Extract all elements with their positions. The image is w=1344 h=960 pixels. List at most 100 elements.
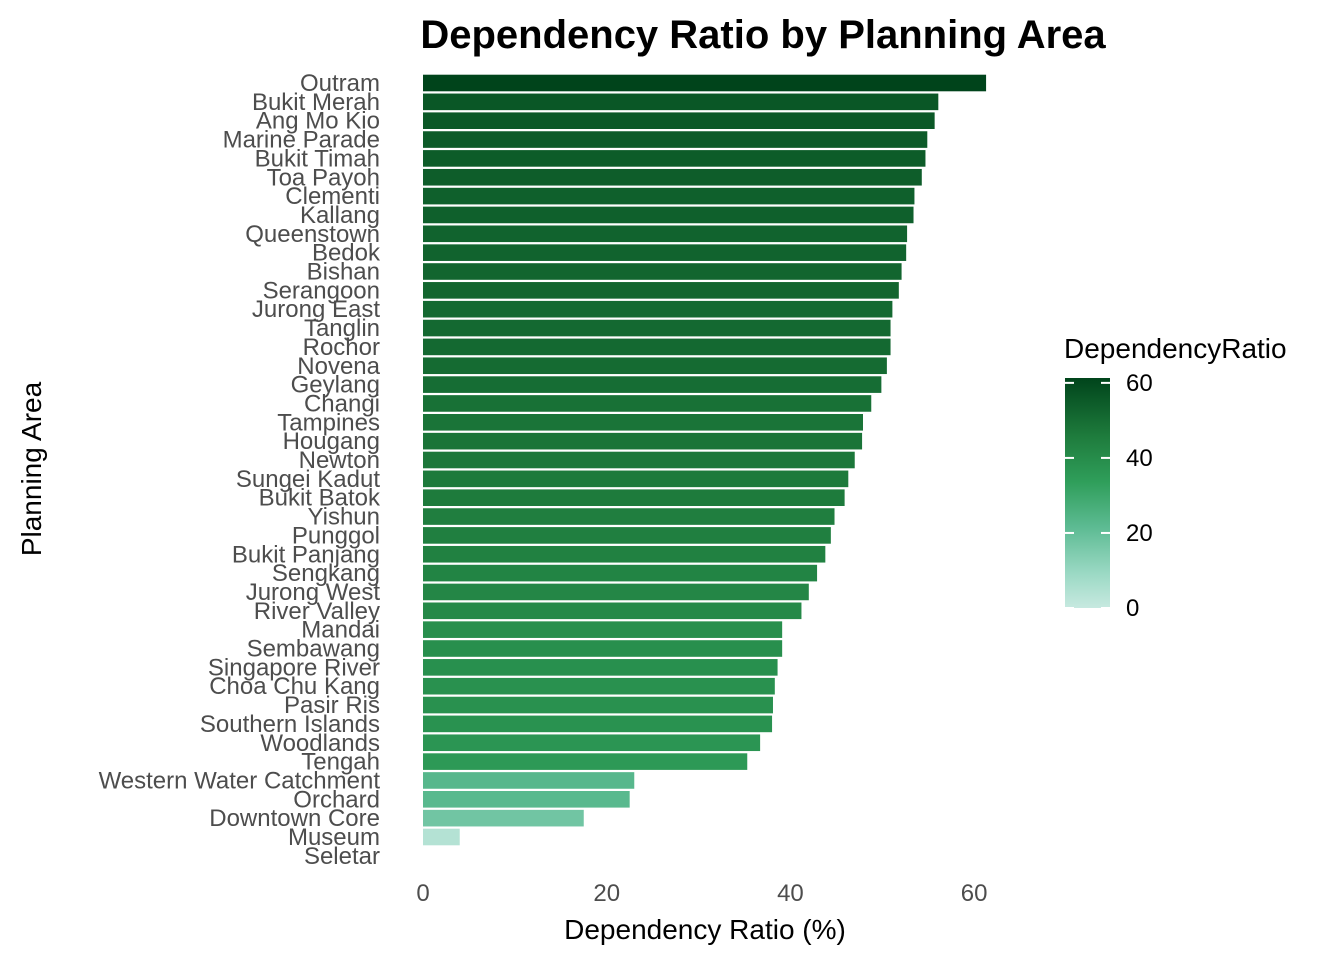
bar-ang-mo-kio — [423, 112, 935, 129]
bar-bukit-panjang — [423, 545, 826, 563]
y-tick-label: Seletar — [304, 843, 380, 870]
legend-tick-label: 20 — [1126, 520, 1153, 547]
bar-serangoon — [423, 282, 899, 299]
bar-sembawang — [423, 640, 783, 657]
y-tick-label: Ang Mo Kio — [256, 108, 380, 135]
y-tick-label: Outram — [300, 70, 380, 97]
y-tick-label: Novena — [297, 353, 380, 380]
bar-singapore-river — [423, 659, 778, 676]
legend-ticks: 0 20 40 60 — [1065, 370, 1153, 622]
bar-newton — [423, 451, 855, 469]
bar-hougang — [423, 432, 863, 450]
bar-outram — [423, 74, 987, 92]
bar-pasir-ris — [423, 696, 773, 714]
y-tick-label: Bedok — [312, 240, 381, 267]
y-tick-label: Sengkang — [272, 560, 380, 587]
legend: DependencyRatio 0 20 40 60 — [1064, 333, 1287, 622]
y-tick-label: Museum — [288, 824, 380, 851]
y-tick-label: Newton — [299, 447, 380, 474]
y-tick-label: Orchard — [293, 786, 380, 813]
bar-museum — [423, 828, 460, 846]
bar-bukit-merah — [423, 93, 939, 111]
bar-bukit-batok — [423, 489, 845, 506]
y-tick-label: River Valley — [254, 598, 380, 625]
y-tick-label: Punggol — [292, 522, 380, 549]
bar-geylang — [423, 376, 882, 393]
bar-bedok — [423, 244, 907, 261]
y-tick-label: Hougang — [283, 428, 380, 455]
x-tick-labels: 0 20 40 60 — [416, 880, 987, 907]
y-tick-label: Bishan — [307, 259, 380, 286]
y-tick-label: Marine Parade — [223, 127, 380, 154]
x-tick-label: 60 — [961, 880, 988, 907]
y-tick-label: Southern Islands — [200, 711, 380, 738]
bar-choa-chu-kang — [423, 677, 775, 695]
y-tick-label: Bukit Timah — [255, 145, 380, 172]
bar-woodlands — [423, 734, 761, 752]
y-tick-label: Mandai — [301, 617, 380, 644]
y-tick-label: Tampines — [277, 409, 380, 436]
y-tick-label: Tanglin — [304, 315, 380, 342]
legend-title: DependencyRatio — [1064, 333, 1287, 364]
bar-queenstown — [423, 225, 908, 243]
y-tick-label: Western Water Catchment — [99, 767, 381, 794]
x-tick-label: 20 — [593, 880, 620, 907]
y-tick-label: Clementi — [285, 183, 380, 210]
legend-tick-label: 60 — [1126, 370, 1153, 397]
chart-title: Dependency Ratio by Planning Area — [420, 13, 1106, 57]
y-tick-label: Bukit Merah — [252, 89, 380, 116]
y-tick-label: Bukit Panjang — [232, 541, 380, 568]
bar-sengkang — [423, 564, 818, 582]
y-tick-label: Kallang — [300, 202, 380, 229]
y-tick-label: Yishun — [308, 504, 381, 531]
bar-river-valley — [423, 602, 802, 620]
bar-toa-payoh — [423, 168, 922, 186]
bar-tampines — [423, 414, 863, 431]
bar-western-water-catchment — [423, 772, 635, 789]
bar-tanglin — [423, 319, 891, 337]
y-tick-label: Queenstown — [245, 221, 380, 248]
bar-punggol — [423, 527, 831, 544]
bar-southern-islands — [423, 715, 773, 733]
y-tick-label: Bukit Batok — [259, 485, 381, 512]
bar-changi — [423, 395, 872, 412]
y-axis-label: Planning Area — [16, 381, 47, 556]
y-tick-label: Sembawang — [247, 636, 380, 663]
legend-tick-label: 0 — [1126, 595, 1139, 622]
x-tick-label: 0 — [416, 880, 429, 907]
bar-orchard — [423, 791, 630, 808]
y-tick-label: Geylang — [291, 372, 380, 399]
bar-mandai — [423, 621, 783, 638]
y-tick-label: Choa Chu Kang — [209, 673, 380, 700]
bar-yishun — [423, 508, 835, 525]
y-tick-label: Woodlands — [260, 730, 380, 757]
bar-rochor — [423, 338, 891, 356]
bar-tengah — [423, 753, 748, 770]
bar-bishan — [423, 263, 902, 280]
x-axis-label: Dependency Ratio (%) — [564, 914, 846, 945]
y-tick-label: Sungei Kadut — [236, 466, 380, 493]
x-tick-label: 40 — [777, 880, 804, 907]
bar-sungei-kadut — [423, 470, 849, 488]
y-tick-label: Changi — [304, 390, 380, 417]
bar-novena — [423, 357, 887, 375]
legend-colorbar — [1065, 378, 1110, 608]
y-tick-label: Jurong West — [246, 579, 381, 606]
y-tick-label: Toa Payoh — [267, 164, 380, 191]
y-tick-label: Rochor — [303, 334, 380, 361]
y-tick-label: Serangoon — [263, 277, 380, 304]
bar-downtown-core — [423, 809, 584, 827]
bar-jurong-east — [423, 300, 893, 318]
bar-jurong-west — [423, 583, 809, 601]
bar-kallang — [423, 206, 914, 224]
legend-tick-label: 40 — [1126, 445, 1153, 472]
y-tick-label: Jurong East — [252, 296, 380, 323]
y-tick-label: Singapore River — [208, 654, 380, 681]
bar-marine-parade — [423, 131, 928, 148]
y-tick-label: Downtown Core — [209, 805, 380, 832]
y-tick-label: Tengah — [301, 749, 380, 776]
y-tick-label: Pasir Ris — [284, 692, 380, 719]
